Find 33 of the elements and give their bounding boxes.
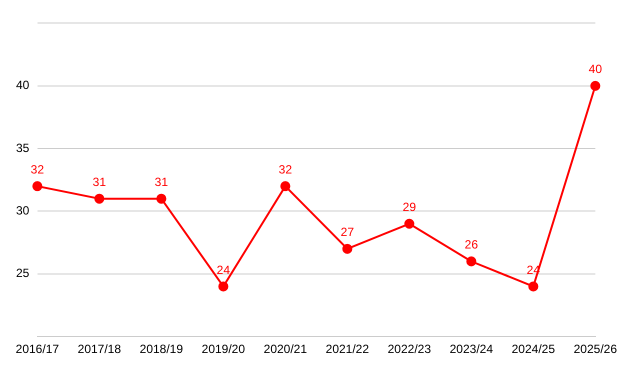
point <box>156 194 166 204</box>
x-tick-label: 2022/23 <box>388 342 432 356</box>
x-tick-label: 2016/17 <box>16 342 60 356</box>
point <box>404 218 414 229</box>
point <box>342 244 352 254</box>
x-tick-label: 2018/19 <box>140 342 184 356</box>
x-tick-label: 2017/18 <box>78 342 122 356</box>
point <box>32 181 42 192</box>
x-tick-label: 2020/21 <box>264 342 308 356</box>
y-tick-label: 30 <box>16 204 30 218</box>
data-label: 31 <box>154 175 168 190</box>
point <box>280 181 290 192</box>
y-tick-label: 40 <box>16 78 30 92</box>
data-label: 26 <box>464 238 478 252</box>
y-tick-label: 25 <box>16 266 30 280</box>
x-tick-label: 2024/25 <box>512 342 556 356</box>
data-label: 29 <box>402 200 416 214</box>
x-tick-label: 2021/22 <box>326 342 370 356</box>
data-label: 24 <box>216 262 230 277</box>
y-tick-label: 35 <box>16 140 30 155</box>
point <box>528 281 538 292</box>
x-tick-label: 2019/20 <box>202 342 246 356</box>
data-label: 27 <box>340 225 354 240</box>
data-label: 32 <box>30 162 44 176</box>
point <box>218 281 228 292</box>
x-tick-label: 2023/24 <box>450 342 494 356</box>
data-label: 32 <box>278 162 292 176</box>
point <box>94 194 104 204</box>
x-tick-label: 2025/26 <box>574 342 618 356</box>
point <box>466 256 476 266</box>
data-label: 40 <box>588 62 602 76</box>
data-label: 31 <box>92 175 106 190</box>
point <box>590 80 600 91</box>
